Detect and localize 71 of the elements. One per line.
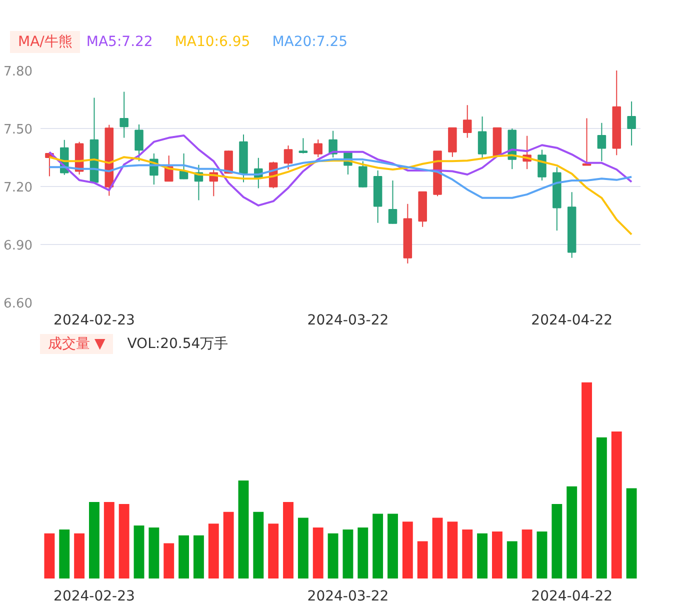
bar xyxy=(328,533,338,578)
bar xyxy=(238,480,249,578)
bar xyxy=(223,512,234,578)
x-tick-label: 2024-03-22 xyxy=(307,312,389,328)
bar xyxy=(611,431,622,578)
candlestick xyxy=(298,138,308,154)
bar xyxy=(342,529,354,578)
bar xyxy=(447,522,458,578)
bar xyxy=(506,541,518,578)
bar xyxy=(462,529,473,578)
candlestick xyxy=(538,149,546,182)
x-tick-label: 2024-04-22 xyxy=(531,312,613,328)
bar xyxy=(298,518,308,578)
bar xyxy=(148,528,160,578)
bar xyxy=(596,437,607,578)
bar xyxy=(74,533,85,578)
bar xyxy=(536,531,548,578)
bar xyxy=(492,531,502,578)
bar xyxy=(118,504,130,578)
bar xyxy=(89,502,100,578)
bar xyxy=(388,514,398,578)
bar xyxy=(626,488,637,578)
candlestick xyxy=(120,91,128,138)
y-tick-label: 6.90 xyxy=(4,238,33,254)
bar xyxy=(402,522,413,578)
chart-title: 成交量 ▼ xyxy=(40,334,114,354)
bar xyxy=(372,514,384,578)
candlestick xyxy=(314,139,322,158)
candlestick xyxy=(388,180,398,224)
bar xyxy=(178,535,190,578)
bar xyxy=(208,524,219,578)
bar xyxy=(358,528,368,578)
candlestick xyxy=(597,122,606,162)
bar xyxy=(582,382,592,578)
text: VOL:20.54万手 xyxy=(127,336,228,352)
x-tick-label: 2024-03-22 xyxy=(307,588,389,604)
bar xyxy=(193,535,204,578)
bar xyxy=(552,504,562,578)
bar xyxy=(268,524,279,578)
bar xyxy=(312,528,324,578)
y-tick-label: 6.60 xyxy=(4,296,33,312)
candlestick xyxy=(134,124,144,162)
bar xyxy=(59,529,70,578)
candlestick xyxy=(462,104,472,138)
x-tick-label: 2024-04-22 xyxy=(531,588,613,604)
text: MA10:6.95 xyxy=(174,34,250,50)
bar xyxy=(283,502,294,578)
text: MA20:7.25 xyxy=(272,34,348,50)
candlestick xyxy=(448,127,457,158)
candlestick xyxy=(358,160,368,188)
bar xyxy=(522,529,532,578)
bar xyxy=(477,533,488,578)
candlestick xyxy=(627,100,636,146)
bar xyxy=(566,486,578,578)
candlestick xyxy=(478,116,487,158)
y-tick-label: 7.20 xyxy=(4,180,33,196)
bar xyxy=(253,512,264,578)
candlestick xyxy=(284,145,293,170)
y-tick-label: 7.50 xyxy=(4,122,33,138)
bar xyxy=(134,526,144,578)
bar xyxy=(432,518,443,578)
legend-title: MA/牛熊 xyxy=(10,31,80,53)
candlestick xyxy=(179,152,188,180)
bar xyxy=(417,541,428,578)
bar xyxy=(164,543,174,578)
bar xyxy=(104,502,114,578)
x-tick-label: 2024-02-23 xyxy=(54,588,135,604)
text: MA5:7.22 xyxy=(86,34,153,50)
y-tick-label: 7.80 xyxy=(4,64,33,80)
bar xyxy=(44,533,55,578)
x-tick-label: 2024-02-23 xyxy=(54,312,135,328)
